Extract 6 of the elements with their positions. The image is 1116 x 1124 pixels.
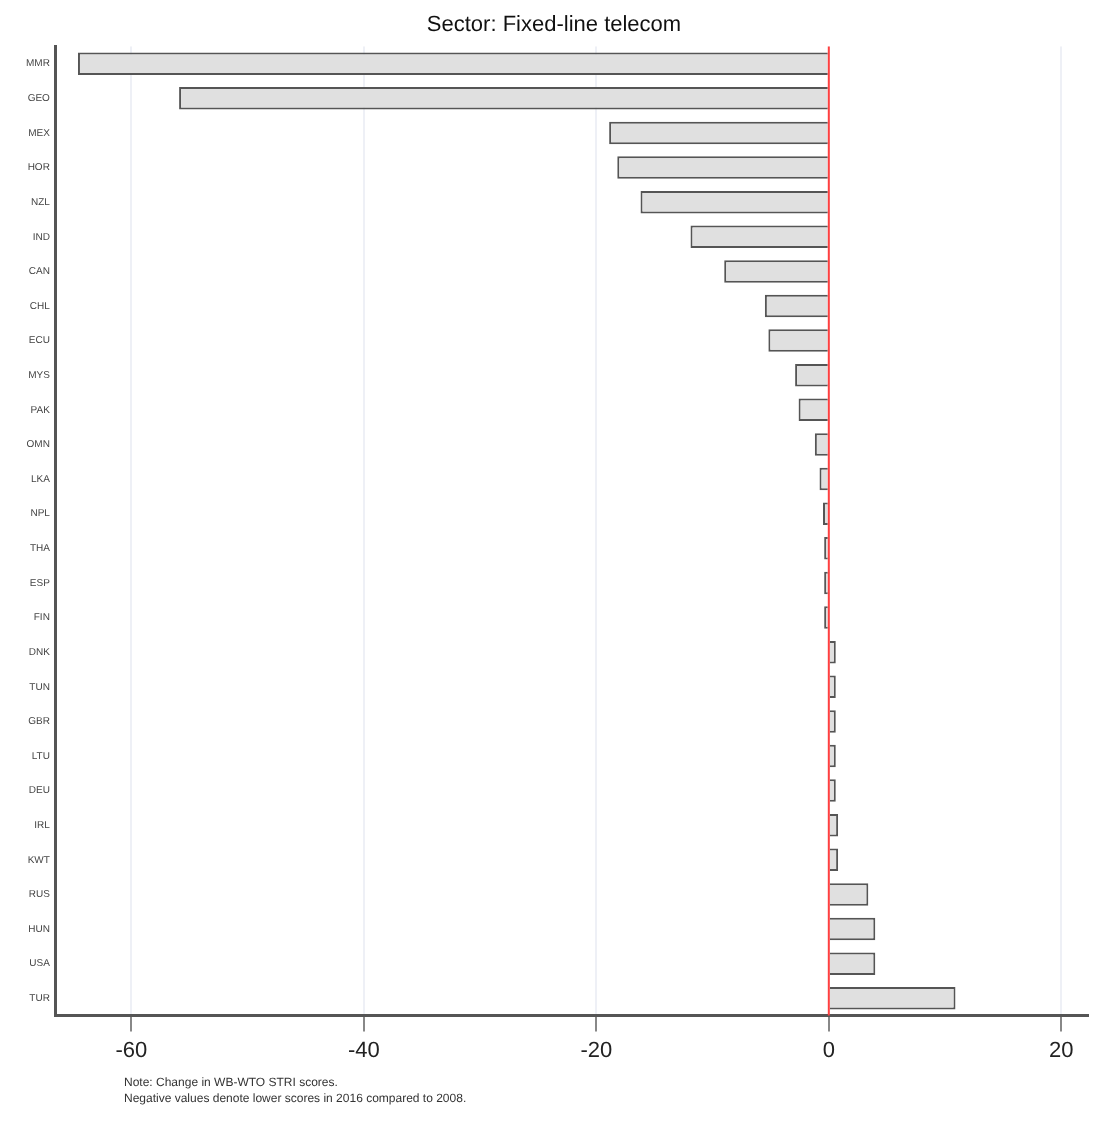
chart-title: Sector: Fixed-line telecom bbox=[426, 13, 682, 38]
x-tick-label: 0 bbox=[822, 1038, 835, 1063]
x-tick-label: 20 bbox=[1049, 1038, 1074, 1063]
x-tick-label: -20 bbox=[580, 1038, 613, 1063]
x-tick-label: -60 bbox=[115, 1038, 148, 1063]
x-tick-label: -40 bbox=[347, 1038, 380, 1063]
